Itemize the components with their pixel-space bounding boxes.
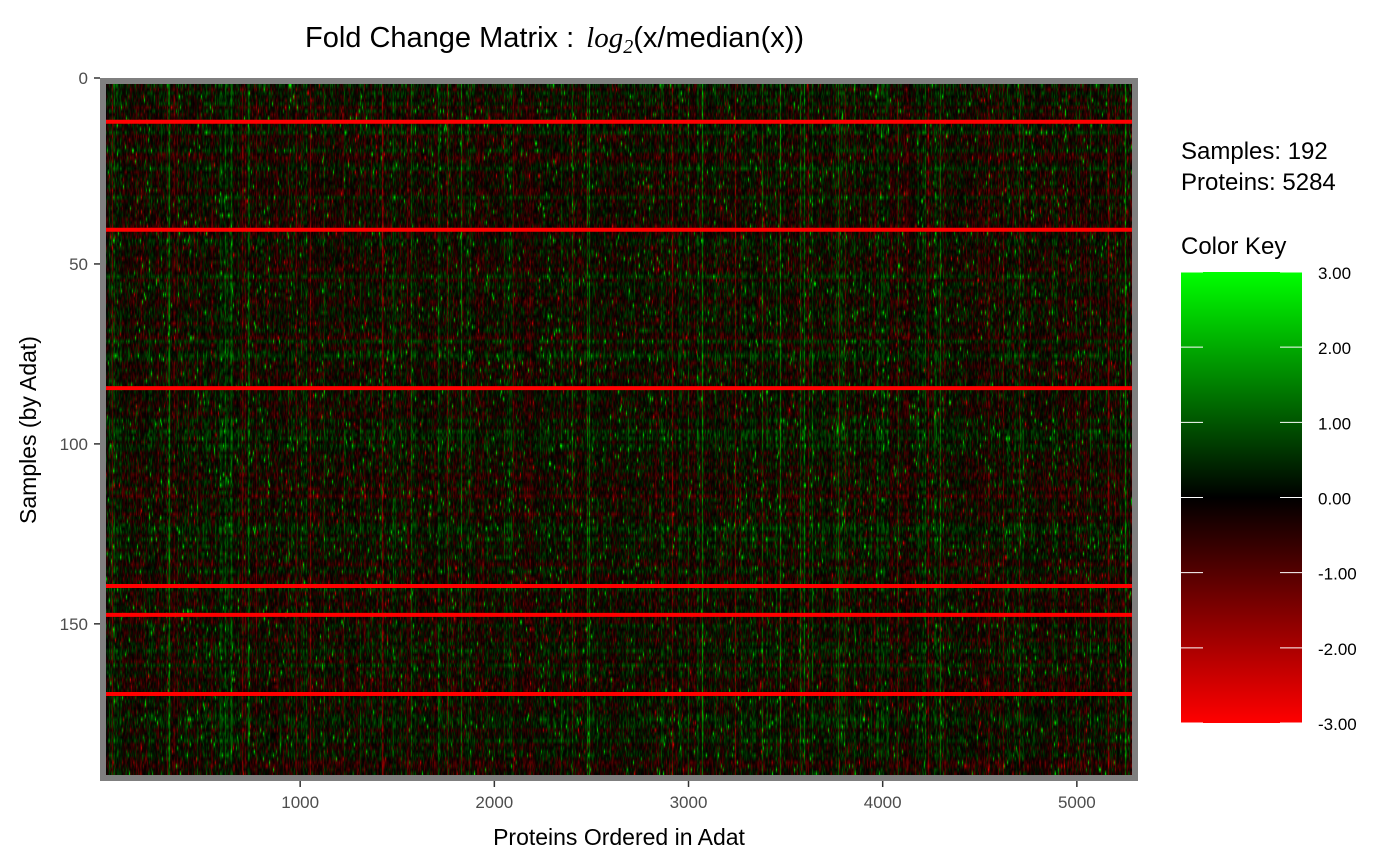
color-key-title: Color Key (1181, 233, 1286, 260)
color-key-ticks: 3.00 2.00 1.00 0.00 -1.00 -2.00 -3.00 (1181, 264, 1357, 734)
chart-title-func: log (586, 22, 623, 54)
y-tick-label: 100 (60, 435, 88, 454)
color-key-label: 0.00 (1318, 490, 1351, 509)
y-tick-label: 150 (60, 615, 88, 634)
y-tick-label: 50 (69, 255, 88, 274)
heatmap-panel (100, 78, 1138, 781)
heatmap-cells (106, 84, 1132, 775)
y-axis-title: Samples (by Adat) (15, 336, 41, 524)
color-key-label: 1.00 (1318, 414, 1351, 433)
x-tick-label: 3000 (670, 793, 708, 812)
flagged-sample-lines (106, 119, 1132, 697)
y-axis: 0 50 100 150 (60, 69, 100, 634)
samples-count-label: Samples: 192 (1181, 138, 1328, 165)
color-key-label: -1.00 (1318, 565, 1357, 584)
color-key-label: -3.00 (1318, 715, 1357, 734)
x-tick-label: 5000 (1058, 793, 1096, 812)
x-axis: 1000 2000 3000 4000 5000 (281, 781, 1096, 812)
color-key-label: -2.00 (1318, 640, 1357, 659)
color-key-label: 3.00 (1318, 264, 1351, 283)
x-tick-label: 2000 (475, 793, 513, 812)
x-tick-label: 4000 (864, 793, 902, 812)
chart-title-subscript: 2 (623, 36, 633, 58)
color-key-label: 2.00 (1318, 339, 1351, 358)
y-tick-label: 0 (79, 69, 88, 88)
x-axis-title: Proteins Ordered in Adat (493, 824, 745, 850)
chart-title-prefix: Fold Change Matrix : (305, 22, 574, 54)
chart-title-expression: (x/median(x)) (633, 22, 804, 54)
x-tick-label: 1000 (281, 793, 319, 812)
proteins-count-label: Proteins: 5284 (1181, 169, 1336, 196)
chart-title: Fold Change Matrix : log2(x/median(x)) (305, 22, 804, 58)
